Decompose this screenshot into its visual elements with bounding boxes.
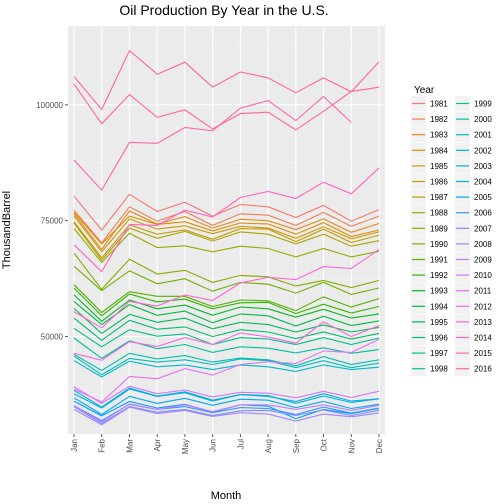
series-line-1989 [73, 252, 380, 291]
series-line-2003 [73, 388, 380, 409]
y-axis: 50000 75000 100000 [36, 101, 68, 342]
legend-label-2011: 2011 [474, 287, 492, 296]
series-line-1995 [73, 307, 380, 335]
legend-label-2008: 2008 [474, 240, 492, 249]
legend-label-1986: 1986 [430, 178, 448, 187]
x-tick-label: Nov [347, 439, 356, 453]
series-line-1993 [73, 294, 380, 323]
series-line-1996 [73, 317, 380, 341]
series-lines [73, 49, 380, 426]
legend-items: 1981 1982 1983 1984 1985 1986 1987 1988 1989 1990… [411, 96, 492, 377]
y-tick-label: 50000 [41, 333, 64, 342]
legend-label-2000: 2000 [474, 115, 492, 124]
x-tick-label: Apr [153, 439, 162, 452]
legend-label-2002: 2002 [474, 146, 492, 155]
series-line-1998 [73, 337, 380, 360]
series-line-2010 [73, 385, 380, 405]
legend-label-1982: 1982 [430, 115, 448, 124]
series-line-2001 [73, 360, 380, 378]
series-line-1992 [73, 287, 380, 317]
legend-label-2014: 2014 [474, 334, 492, 343]
x-tick-label: Jun [209, 439, 218, 452]
legend-label-1991: 1991 [430, 256, 448, 265]
series-line-1985 [73, 215, 380, 253]
series-line-2012 [73, 321, 380, 361]
series-line-2004 [73, 395, 380, 416]
series-line-2011 [73, 338, 380, 403]
legend-label-1999: 1999 [474, 100, 492, 109]
legend-label-2012: 2012 [474, 302, 492, 311]
series-line-1994 [73, 300, 380, 327]
series-line-2008 [73, 406, 380, 426]
series-line-2000 [73, 355, 380, 376]
y-tick-label: 75000 [41, 217, 64, 226]
legend: Year 19811982198319841985198619871988198… [411, 85, 492, 377]
series-line-2014 [73, 167, 380, 273]
legend-label-2005: 2005 [474, 193, 492, 202]
series-line-1983 [73, 210, 380, 251]
legend-label-2015: 2015 [474, 349, 492, 358]
x-tick-label: Jul [236, 439, 245, 449]
legend-label-2016: 2016 [474, 365, 492, 374]
legend-label-1997: 1997 [430, 349, 448, 358]
x-tick-label: Dec [375, 439, 384, 453]
legend-label-1987: 1987 [430, 193, 448, 202]
series-line-2016b [73, 83, 380, 131]
y-tick-label: 100000 [36, 101, 63, 110]
series-line-1999 [73, 352, 380, 372]
legend-label-1994: 1994 [430, 302, 448, 311]
legend-label-2009: 2009 [474, 256, 492, 265]
x-axis-title: Month [211, 490, 242, 502]
legend-label-2001: 2001 [474, 131, 492, 140]
legend-label-1990: 1990 [430, 240, 448, 249]
series-line-2013 [73, 249, 380, 329]
legend-title: Year [414, 85, 435, 96]
x-tick-label: Sep [292, 438, 301, 453]
series-line-1991 [73, 284, 380, 314]
x-axis: Jan Feb Mar Apr May Jun Jul Aug Sep Oct Nov Dec [70, 434, 384, 454]
series-line-2009 [73, 403, 380, 423]
legend-label-1998: 1998 [430, 365, 448, 374]
x-tick-label: Jan [70, 439, 79, 452]
legend-label-1992: 1992 [430, 271, 448, 280]
series-line-2015 [73, 95, 352, 192]
chart-title: Oil Production By Year in the U.S. [119, 2, 328, 18]
series-line-1988 [73, 228, 380, 264]
legend-label-1984: 1984 [430, 146, 448, 155]
legend-label-1993: 1993 [430, 287, 448, 296]
legend-label-2010: 2010 [474, 271, 492, 280]
x-tick-label: Aug [264, 439, 273, 453]
series-line-1981 [73, 193, 380, 231]
series-line-1997 [73, 327, 380, 348]
series-line-1986 [73, 221, 380, 259]
legend-label-1983: 1983 [430, 131, 448, 140]
series-line-1982 [73, 206, 380, 244]
legend-label-2003: 2003 [474, 162, 492, 171]
legend-label-1988: 1988 [430, 209, 448, 218]
series-line-1987 [73, 222, 380, 261]
x-tick-label: May [181, 439, 190, 454]
y-axis-title: ThousandBarrel [1, 191, 13, 269]
x-tick-label: Oct [320, 438, 329, 451]
legend-label-2013: 2013 [474, 318, 492, 327]
legend-label-1995: 1995 [430, 318, 448, 327]
x-tick-label: Mar [125, 439, 134, 453]
x-tick-label: Feb [98, 438, 107, 452]
legend-label-2006: 2006 [474, 209, 492, 218]
legend-label-1996: 1996 [430, 334, 448, 343]
legend-label-1981: 1981 [430, 100, 448, 109]
legend-label-2004: 2004 [474, 178, 492, 187]
legend-label-1985: 1985 [430, 162, 448, 171]
legend-label-2007: 2007 [474, 224, 492, 233]
series-line-2016 [73, 49, 380, 111]
legend-label-1989: 1989 [430, 224, 448, 233]
series-line-1990 [73, 265, 380, 295]
series-line-1984 [73, 212, 380, 245]
